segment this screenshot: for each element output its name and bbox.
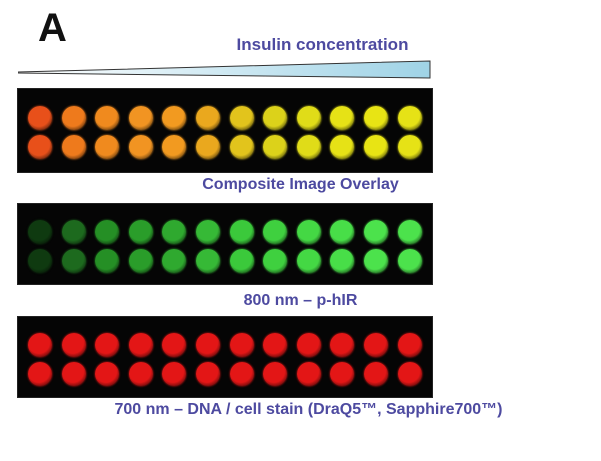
well-composite-r2-c1 [28,135,52,159]
well-composite-r1-c3 [95,106,120,130]
well-composite-r1-c2 [61,106,86,130]
well-800-r2-c2 [61,249,86,273]
well-800-r2-c3 [95,249,120,273]
well-800-r1-c12 [397,220,422,244]
well-700-r1-c6 [196,333,220,357]
well-composite-r2-c11 [364,135,388,159]
well-800-r2-c8 [263,249,288,273]
well-700-r2-c1 [28,362,52,386]
well-700-r1-c9 [296,333,321,357]
well-800-r2-c12 [397,249,422,273]
well-800-r1-c1 [28,220,52,244]
well-800-r1-c10 [330,220,355,244]
800nm-plate [17,203,433,285]
well-composite-r2-c4 [128,135,153,159]
well-700-r1-c4 [128,333,153,357]
composite-plate [17,88,433,173]
well-700-r2-c5 [162,362,187,386]
well-800-r2-c5 [162,249,187,273]
well-composite-r1-c11 [364,106,388,130]
well-800-r1-c6 [196,220,220,244]
well-composite-r2-c2 [61,135,86,159]
well-composite-r1-c4 [128,106,153,130]
well-700-r2-c9 [296,362,321,386]
800nm-caption: 800 nm – p-hIR [243,292,358,309]
well-700-r1-c11 [364,333,388,357]
well-composite-r2-c3 [95,135,120,159]
well-800-r2-c4 [128,249,153,273]
well-700-r1-c3 [95,333,120,357]
well-composite-r2-c5 [162,135,187,159]
well-800-r1-c8 [263,220,288,244]
well-composite-r1-c12 [397,106,422,130]
well-700-r1-c5 [162,333,187,357]
well-700-r2-c2 [61,362,86,386]
well-800-r1-c9 [296,220,321,244]
well-800-r2-c11 [364,249,388,273]
well-composite-r2-c12 [397,135,422,159]
well-700-r1-c8 [263,333,288,357]
well-700-r2-c12 [397,362,422,386]
well-800-r2-c1 [28,249,52,273]
well-700-r2-c4 [128,362,153,386]
well-composite-r2-c10 [330,135,355,159]
well-700-r1-c1 [28,333,52,357]
well-composite-r1-c9 [296,106,321,130]
well-700-r2-c6 [196,362,220,386]
well-700-r2-c11 [364,362,388,386]
well-composite-r1-c10 [330,106,355,130]
well-800-r2-c9 [296,249,321,273]
well-composite-r1-c6 [196,106,220,130]
well-700-r1-c2 [61,333,86,357]
well-700-r2-c7 [229,362,254,386]
well-800-r1-c5 [162,220,187,244]
well-800-r1-c3 [95,220,120,244]
well-800-r2-c6 [196,249,220,273]
well-800-r2-c10 [330,249,355,273]
well-composite-r2-c8 [263,135,288,159]
well-composite-r1-c7 [229,106,254,130]
well-composite-r2-c9 [296,135,321,159]
panel-label: A [38,6,67,50]
well-composite-r1-c8 [263,106,288,130]
concentration-gradient-wedge [18,60,431,79]
well-700-r2-c10 [330,362,355,386]
well-800-r1-c2 [61,220,86,244]
well-700-r1-c10 [330,333,355,357]
well-composite-r1-c5 [162,106,187,130]
well-700-r1-c12 [397,333,422,357]
well-composite-r2-c7 [229,135,254,159]
well-composite-r2-c6 [196,135,220,159]
well-700-r2-c8 [263,362,288,386]
well-800-r2-c7 [229,249,254,273]
insulin-concentration-title: Insulin concentration [236,35,409,54]
700nm-plate [17,316,433,398]
700nm-caption: 700 nm – DNA / cell stain (DraQ5™, Sapph… [114,401,503,418]
well-800-r1-c11 [364,220,388,244]
well-800-r1-c4 [128,220,153,244]
well-700-r1-c7 [229,333,254,357]
composite-caption: Composite Image Overlay [202,176,399,193]
well-800-r1-c7 [229,220,254,244]
well-700-r2-c3 [95,362,120,386]
well-composite-r1-c1 [28,106,52,130]
